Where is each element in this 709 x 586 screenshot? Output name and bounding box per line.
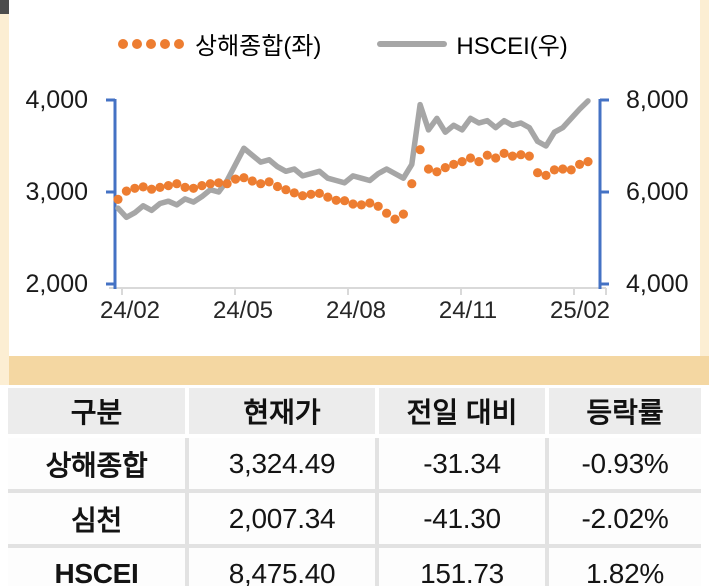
frame-strip-left xyxy=(0,0,9,385)
column-header-change: 전일 대비 xyxy=(379,388,545,434)
row-hscei-change-pct: 1.82% xyxy=(549,548,701,586)
legend-item-hscei: HSCEI(우) xyxy=(377,26,568,61)
x-axis-tick-2408: 24/08 xyxy=(325,297,387,324)
x-axis-line xyxy=(109,287,607,295)
right-axis-tick-8000: 8,000 xyxy=(626,86,689,114)
column-header-category: 구분 xyxy=(8,388,185,434)
legend-item-shanghai: 상해종합(좌) xyxy=(118,26,321,61)
frame-strip-right xyxy=(700,0,709,356)
row-shenzhen-price: 2,007.34 xyxy=(189,493,375,544)
corner-mark xyxy=(0,0,9,14)
left-axis-tick-2000: 2,000 xyxy=(25,270,88,298)
table-header-row: 구분 현재가 전일 대비 등락률 xyxy=(8,388,701,434)
table-body: 상해종합 3,324.49 -31.34 -0.93% 심천 2,007.34 … xyxy=(8,438,701,586)
legend-label-shanghai: 상해종합(좌) xyxy=(195,33,322,60)
right-value-axis xyxy=(598,98,609,289)
legend-label-hscei: HSCEI(우) xyxy=(456,33,568,60)
orange-dots-marker-icon xyxy=(118,38,188,49)
left-axis-tick-4000: 4,000 xyxy=(25,86,88,114)
column-header-change-pct: 등락률 xyxy=(549,388,701,434)
index-summary-table: 구분 현재가 전일 대비 등락률 상해종합 3,324.49 -31.34 -0… xyxy=(0,385,709,586)
x-axis-tick-2402: 24/02 xyxy=(99,297,161,324)
right-axis-tick-6000: 6,000 xyxy=(626,178,689,206)
row-shanghai-label: 상해종합 xyxy=(8,438,185,489)
row-shanghai-change: -31.34 xyxy=(379,438,545,489)
column-header-price: 현재가 xyxy=(189,388,375,434)
row-shenzhen-change: -41.30 xyxy=(379,493,545,544)
x-axis-tick-2411: 24/11 xyxy=(438,297,498,324)
shanghai-dots-series xyxy=(113,145,593,224)
left-value-axis xyxy=(106,98,117,289)
hscei-line-series xyxy=(115,98,591,221)
row-hscei-change: 151.73 xyxy=(379,548,545,586)
row-shenzhen-change-pct: -2.02% xyxy=(549,493,701,544)
row-shenzhen-label: 심천 xyxy=(8,493,185,544)
x-axis-tick-2502: 25/02 xyxy=(549,297,611,324)
left-axis-tick-3000: 3,000 xyxy=(25,178,88,206)
gray-line-marker-icon xyxy=(377,40,448,47)
frame-band-bottom xyxy=(9,356,709,385)
x-axis-tick-2405: 24/05 xyxy=(212,297,274,324)
row-hscei-label: HSCEI xyxy=(8,548,185,586)
index-chart-panel: 상해종합(좌) HSCEI(우) 4,000 3,000 2,000 8,000… xyxy=(0,0,709,385)
chart-legend: 상해종합(좌) HSCEI(우) xyxy=(118,26,568,61)
row-hscei-price: 8,475.40 xyxy=(189,548,375,586)
plot-area xyxy=(106,98,609,295)
row-shanghai-change-pct: -0.93% xyxy=(549,438,701,489)
row-shanghai-price: 3,324.49 xyxy=(189,438,375,489)
right-axis-tick-4000: 4,000 xyxy=(626,270,689,298)
